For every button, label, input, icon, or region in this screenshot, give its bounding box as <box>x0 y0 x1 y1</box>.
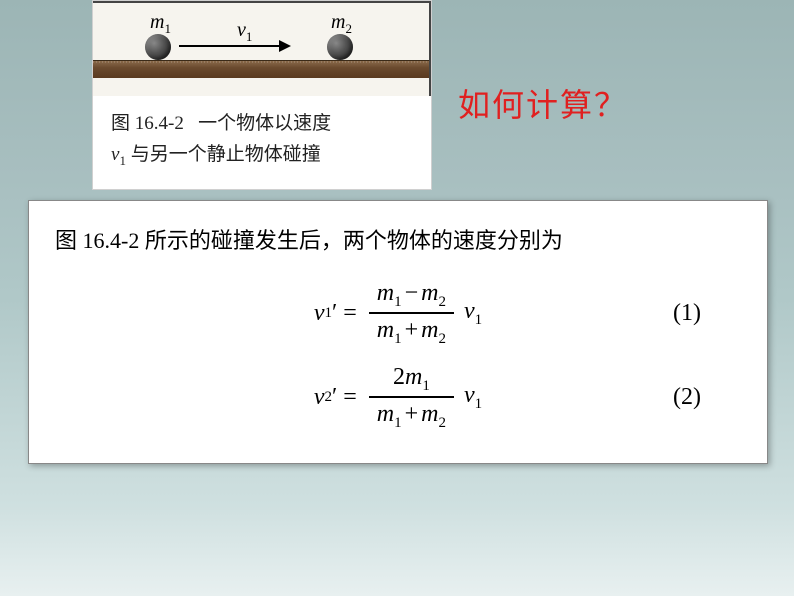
eq2-den-op: + <box>402 401 422 427</box>
question-text: 如何计算？ <box>458 80 628 126</box>
caption-text-1: 一个物体以速度 <box>198 113 331 134</box>
m1-var: m <box>150 11 164 33</box>
eq2-num-coeff: 2 <box>393 364 405 390</box>
eq1-trail-var: v <box>464 298 475 324</box>
caption-text-2: 与另一个静止物体碰撞 <box>126 144 321 165</box>
v1-var: v <box>237 19 246 41</box>
eq2-den-a: m <box>377 401 394 427</box>
eq1-num-b: m <box>421 280 438 306</box>
m1-sub: 1 <box>164 21 171 36</box>
eq1-den-b-sub: 2 <box>439 331 447 347</box>
figure-caption: 图 16.4-2 一个物体以速度 v1 与另一个静止物体碰撞 <box>93 96 431 172</box>
equals-sign: = <box>337 300 363 327</box>
fraction-bar-2 <box>369 396 454 398</box>
ground-surface <box>93 60 429 78</box>
eq2-trail-var: v <box>464 382 475 408</box>
equation-intro-text: 图 16.4-2 所示的碰撞发生后，两个物体的速度分别为 <box>55 223 741 258</box>
eq1-den-op: + <box>402 317 422 343</box>
ball-1-icon <box>145 34 171 60</box>
figure-number: 图 16.4-2 <box>111 113 184 134</box>
mass-1-label: m1 <box>150 11 171 37</box>
ball-2-icon <box>327 34 353 60</box>
eq2-den-b-sub: 2 <box>439 415 447 431</box>
eq1-num-a-sub: 1 <box>394 293 402 309</box>
v1-sub: 1 <box>246 29 253 44</box>
equation-panel: 图 16.4-2 所示的碰撞发生后，两个物体的速度分别为 v1′ = m1−m2… <box>28 200 768 464</box>
eq2-den-a-sub: 1 <box>394 415 402 431</box>
fraction-bar <box>369 312 454 314</box>
eq2-lhs-var: v <box>314 384 325 411</box>
equation-1-number: (1) <box>673 300 701 327</box>
eq2-fraction: 2m1 m1+m2 <box>369 363 454 432</box>
m2-var: m <box>331 11 345 33</box>
velocity-arrow-icon <box>179 45 289 47</box>
eq1-lhs-var: v <box>314 300 325 327</box>
figure-panel: m1 m2 v1 图 16.4-2 一个物体以速度 v1 与另一个静止物体碰撞 <box>92 0 432 190</box>
eq1-num-a: m <box>377 280 394 306</box>
eq2-trail-sub: 1 <box>475 396 483 412</box>
eq1-den-b: m <box>421 317 438 343</box>
velocity-label: v1 <box>237 19 252 45</box>
eq2-num-a-sub: 1 <box>422 377 430 393</box>
equation-2-number: (2) <box>673 384 701 411</box>
m2-sub: 2 <box>345 21 352 36</box>
eq1-num-op: − <box>402 280 422 306</box>
eq1-num-b-sub: 2 <box>439 293 447 309</box>
eq2-lhs-sub: 2 <box>324 389 332 406</box>
eq2-den-b: m <box>421 401 438 427</box>
eq1-fraction: m1−m2 m1+m2 <box>369 279 454 348</box>
eq1-den-a-sub: 1 <box>394 331 402 347</box>
eq1-lhs-sub: 1 <box>324 305 332 322</box>
equation-1: v1′ = m1−m2 m1+m2 v1 (1) <box>55 274 741 352</box>
equation-2: v2′ = 2m1 m1+m2 v1 (2) <box>55 358 741 436</box>
equals-sign-2: = <box>337 384 363 411</box>
eq1-den-a: m <box>377 317 394 343</box>
eq1-trail-sub: 1 <box>475 312 483 328</box>
collision-diagram: m1 m2 v1 <box>93 1 431 96</box>
eq2-num-a: m <box>405 364 422 390</box>
